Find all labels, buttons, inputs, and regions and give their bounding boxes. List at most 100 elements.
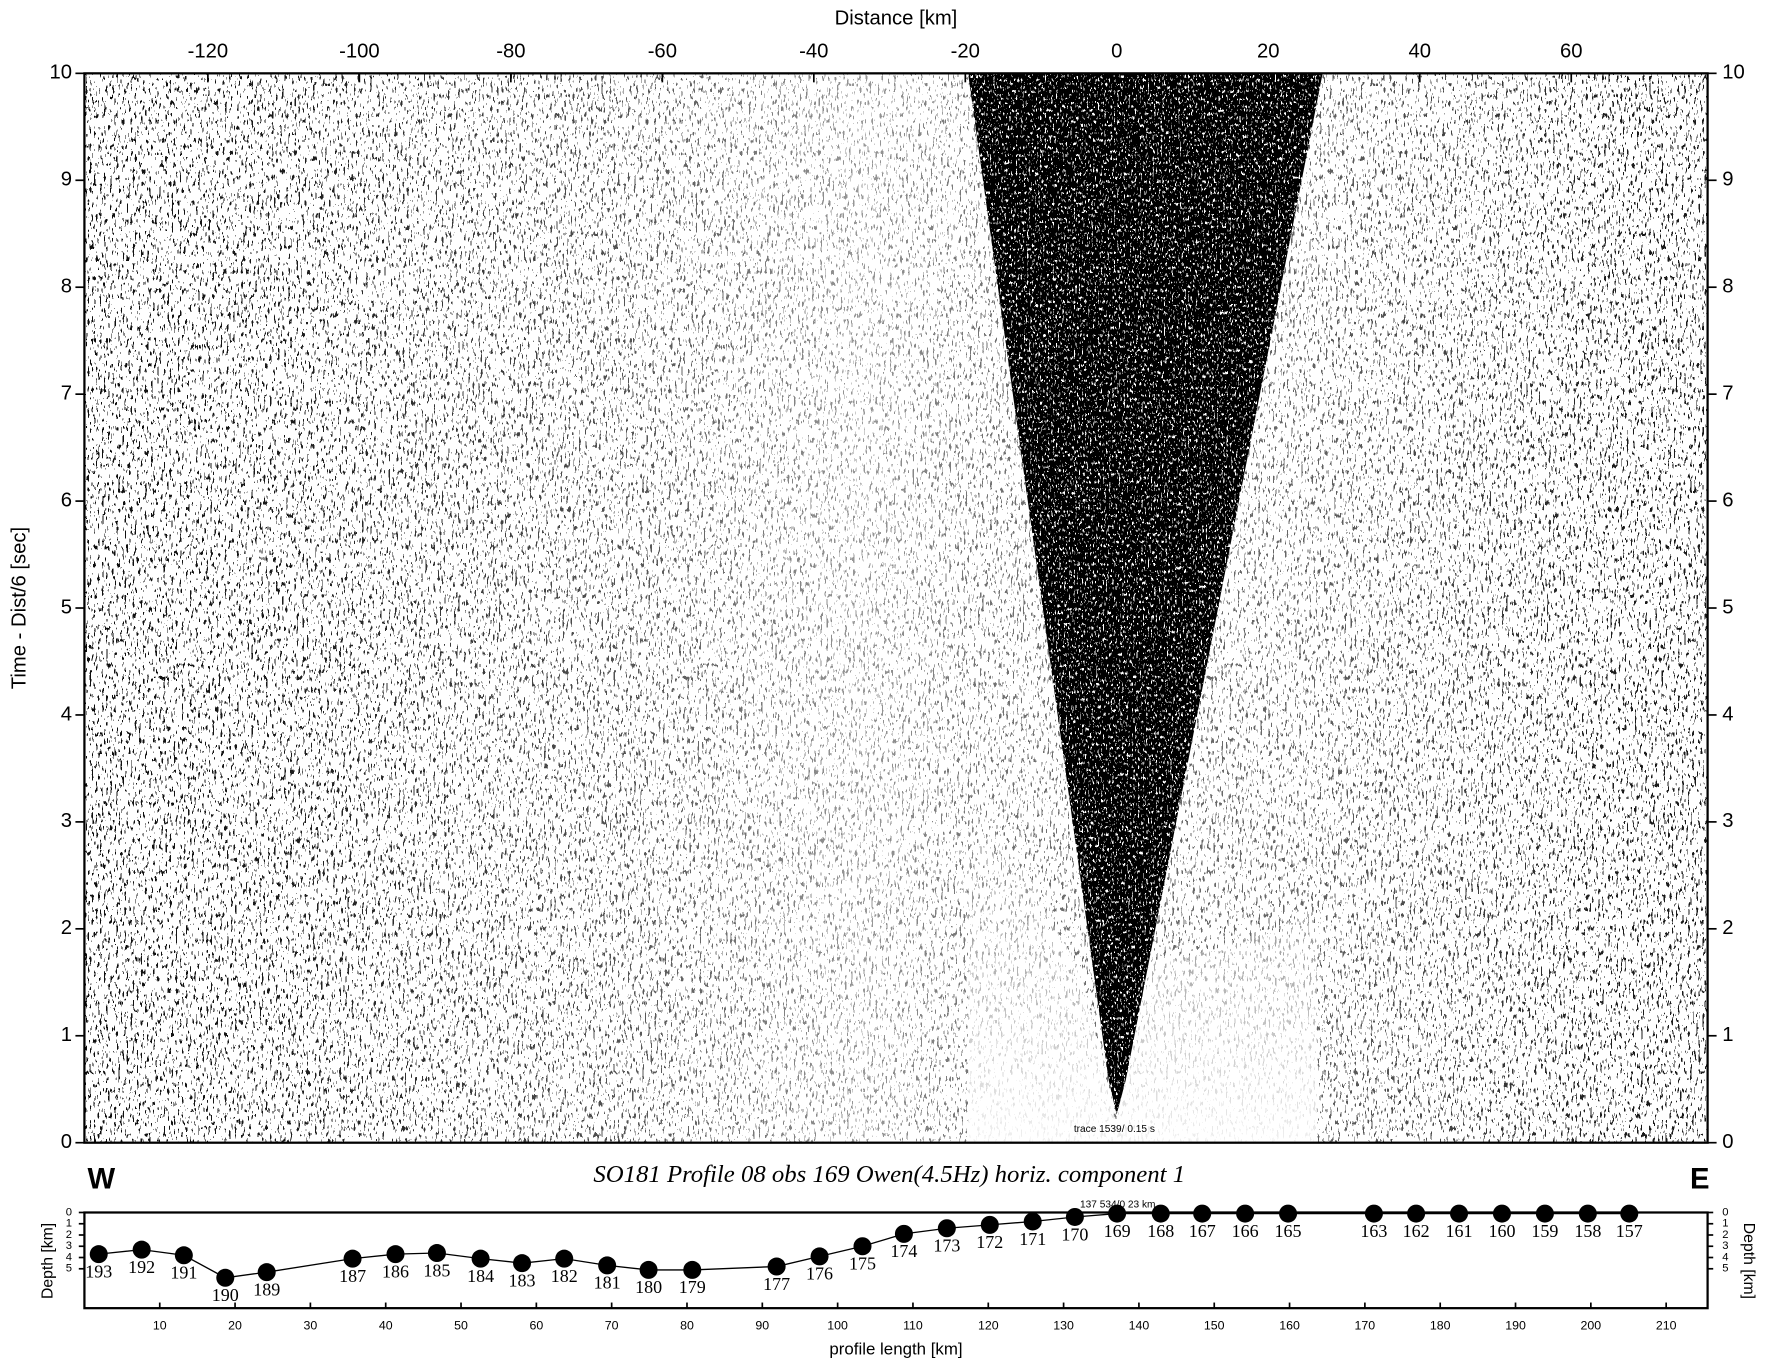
station-label: 172 xyxy=(976,1232,1003,1252)
x-tick-label: 200 xyxy=(1581,1318,1602,1332)
station-label: 179 xyxy=(679,1277,706,1297)
x-tick-label: 50 xyxy=(454,1318,468,1332)
x-tick-label: 160 xyxy=(1279,1318,1300,1332)
x-tick-label: 180 xyxy=(1430,1318,1451,1332)
station-label: 180 xyxy=(635,1277,662,1297)
y-tick-label: 2 xyxy=(61,917,72,939)
station-marker xyxy=(513,1254,532,1273)
station-label: 169 xyxy=(1104,1221,1131,1241)
station-marker xyxy=(216,1268,235,1287)
station-label: 170 xyxy=(1061,1224,1088,1244)
y2-tick-label: 1 xyxy=(1722,1218,1728,1230)
x-axis-title: Distance [km] xyxy=(835,8,958,30)
station-marker xyxy=(810,1247,829,1266)
x-axis-title: profile length [km] xyxy=(829,1339,962,1358)
x-tick-label: 20 xyxy=(228,1318,242,1332)
y2-tick-label: 0 xyxy=(1722,1206,1728,1218)
station-marker xyxy=(1065,1207,1084,1226)
station-label: 161 xyxy=(1446,1221,1473,1241)
station-marker xyxy=(1407,1204,1426,1223)
station-marker xyxy=(1236,1204,1255,1223)
east-label: E xyxy=(1690,1164,1710,1196)
y-tick-label: 2 xyxy=(66,1229,72,1241)
x-tick-label: 40 xyxy=(379,1318,393,1332)
x-tick-label: 40 xyxy=(1409,40,1432,62)
x-tick-label: 100 xyxy=(827,1318,848,1332)
y2-tick-label: 0 xyxy=(1722,1131,1733,1153)
y2-tick-label: 3 xyxy=(1722,1240,1728,1252)
y-axis-title: Time - Dist/6 [sec] xyxy=(9,527,31,689)
seismic-fade xyxy=(84,73,1708,1143)
y2-tick-label: 2 xyxy=(1722,1229,1728,1241)
station-marker xyxy=(386,1245,405,1264)
station-label: 166 xyxy=(1232,1221,1259,1241)
x-tick-label: -80 xyxy=(496,40,525,62)
station-marker xyxy=(257,1263,276,1282)
station-label: 160 xyxy=(1488,1221,1515,1241)
station-label: 157 xyxy=(1616,1221,1643,1241)
station-label: 173 xyxy=(933,1236,960,1256)
x-tick-label: 150 xyxy=(1204,1318,1225,1332)
station-marker xyxy=(555,1249,574,1268)
x-tick-label: 70 xyxy=(605,1318,619,1332)
station-label: 193 xyxy=(85,1261,112,1281)
seismic-direct-wave xyxy=(968,73,1323,1115)
chart-title: SO181 Profile 08 obs 169 Owen(4.5Hz) hor… xyxy=(593,1161,1185,1188)
x-tick-label: -100 xyxy=(339,40,380,62)
y-tick-label: 1 xyxy=(61,1024,72,1046)
x-tick-label: 210 xyxy=(1656,1318,1677,1332)
x-tick-label: 80 xyxy=(680,1318,694,1332)
station-label: 192 xyxy=(128,1257,155,1277)
y2-tick-label: 10 xyxy=(1722,62,1745,84)
station-marker xyxy=(1450,1204,1469,1223)
annotation: trace 1539/ 0.15 s xyxy=(1074,1124,1155,1135)
station-marker xyxy=(1578,1204,1597,1223)
x-tick-label: -60 xyxy=(648,40,677,62)
west-label: W xyxy=(88,1164,116,1196)
x-tick-label: 90 xyxy=(755,1318,769,1332)
station-label: 186 xyxy=(382,1261,409,1281)
station-marker xyxy=(1193,1204,1212,1223)
station-label: 189 xyxy=(253,1279,280,1299)
seafloor-line xyxy=(98,1212,1630,1279)
station-marker xyxy=(343,1249,362,1268)
y-tick-label: 3 xyxy=(61,810,72,832)
station-marker xyxy=(894,1224,913,1243)
station-marker xyxy=(1279,1204,1298,1223)
station-label: 191 xyxy=(170,1263,197,1283)
y-tick-label: 10 xyxy=(50,62,73,84)
y2-tick-label: 8 xyxy=(1722,276,1733,298)
y2-tick-label: 2 xyxy=(1722,917,1733,939)
y-tick-label: 9 xyxy=(61,169,72,191)
station-marker xyxy=(427,1244,446,1263)
station-label: 183 xyxy=(509,1270,536,1290)
station-marker xyxy=(853,1237,872,1256)
station-marker xyxy=(1620,1204,1639,1223)
station-marker xyxy=(1151,1204,1170,1223)
station-label: 171 xyxy=(1019,1229,1046,1249)
station-marker xyxy=(598,1256,617,1275)
y2-tick-label: 4 xyxy=(1722,1251,1728,1263)
station-label: 190 xyxy=(212,1285,239,1305)
x-tick-label: 110 xyxy=(903,1318,923,1332)
station-label: 177 xyxy=(763,1274,790,1294)
y-tick-label: 8 xyxy=(61,276,72,298)
station-marker xyxy=(132,1240,151,1259)
y-tick-label: 3 xyxy=(66,1240,72,1252)
y2-tick-label: 9 xyxy=(1722,169,1733,191)
station-label: 185 xyxy=(423,1260,450,1280)
station-label: 162 xyxy=(1403,1221,1430,1241)
station-label: 165 xyxy=(1275,1221,1302,1241)
station-marker xyxy=(1492,1204,1511,1223)
x-tick-label: 60 xyxy=(529,1318,543,1332)
seismic-section xyxy=(84,73,1708,1143)
x-tick-label: 120 xyxy=(978,1318,999,1332)
station-marker xyxy=(980,1215,999,1234)
x-tick-label: 10 xyxy=(153,1318,167,1332)
station-marker xyxy=(1364,1204,1383,1223)
x-tick-label: -120 xyxy=(188,40,229,62)
station-label: 182 xyxy=(551,1266,578,1286)
y-tick-label: 6 xyxy=(61,489,72,511)
x-tick-label: 190 xyxy=(1505,1318,1526,1332)
